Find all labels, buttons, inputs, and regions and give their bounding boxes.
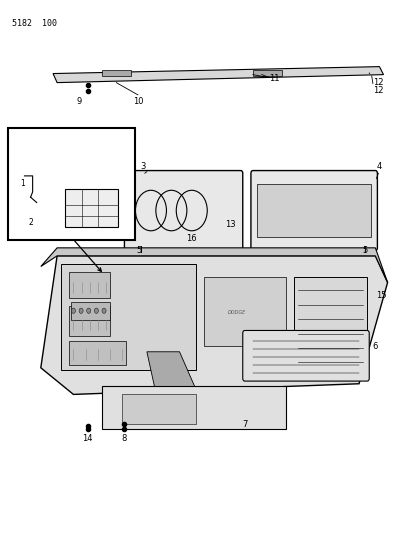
Text: 2: 2 [28,219,33,227]
Text: 7: 7 [242,421,248,430]
Text: 15: 15 [376,292,387,301]
Polygon shape [41,256,388,394]
Polygon shape [147,352,196,389]
Text: 13: 13 [225,220,236,229]
Text: 5: 5 [363,246,368,255]
Text: 1: 1 [20,180,25,188]
Text: 12: 12 [369,73,384,87]
Polygon shape [41,248,388,282]
Bar [122,394,196,424]
Text: 5: 5 [136,246,141,255]
Bar [71,302,110,320]
Bar [204,277,286,346]
Bar [257,184,371,237]
FancyBboxPatch shape [243,330,369,381]
Polygon shape [253,70,282,76]
Circle shape [102,308,106,313]
Text: 10: 10 [133,97,143,106]
Text: 14: 14 [82,434,93,443]
Circle shape [94,308,98,313]
Circle shape [79,308,83,313]
Text: 3: 3 [140,163,146,172]
Text: 4: 4 [377,163,382,172]
FancyBboxPatch shape [251,171,377,251]
Text: 9: 9 [77,97,82,106]
Polygon shape [53,67,384,83]
Text: 6: 6 [373,342,378,351]
Bar [65,189,118,227]
Bar [102,386,286,429]
Polygon shape [61,264,196,370]
Bar [69,306,110,336]
FancyBboxPatch shape [124,171,243,251]
Bar [294,277,367,373]
Polygon shape [102,70,131,76]
Circle shape [71,308,75,313]
Bar [69,341,126,365]
Bar [8,128,135,240]
Text: 16: 16 [186,234,197,243]
Text: 5182  100: 5182 100 [12,19,57,28]
Circle shape [86,308,91,313]
Text: 11: 11 [269,74,280,83]
Bar [69,272,110,298]
Text: DODGE: DODGE [228,310,246,316]
Text: 8: 8 [122,434,127,443]
Text: 12: 12 [373,86,384,95]
